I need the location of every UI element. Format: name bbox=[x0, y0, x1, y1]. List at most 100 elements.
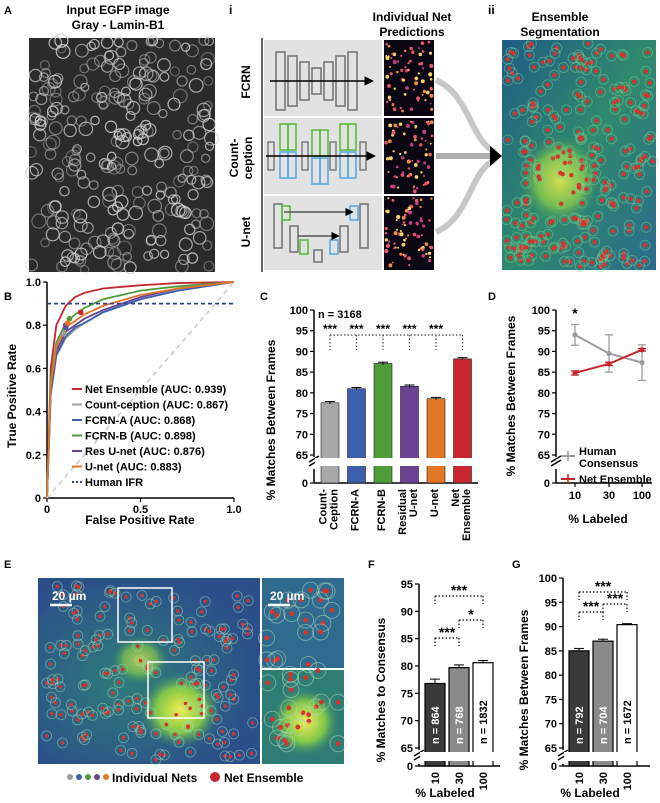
axis-break-mark bbox=[413, 749, 425, 757]
merge-arrow-head bbox=[490, 146, 502, 166]
roc-curve-u-net bbox=[46, 281, 235, 499]
panel-d-ytick-label: 85 bbox=[538, 367, 550, 379]
panel-g-n-label: n = 704 bbox=[598, 706, 610, 744]
panel-g-sig-label: *** bbox=[595, 578, 612, 594]
panel-g-n-label: n = 1672 bbox=[622, 700, 634, 744]
panel-f-bar-chart: 65 70 75 80 85 90 95 0 n = 864 10 n = 768 30 n = 183… bbox=[401, 579, 500, 790]
panel-f-sig-label: * bbox=[468, 606, 474, 622]
panel-f-n-label: n = 1832 bbox=[478, 700, 490, 744]
roc-ylabel: True Positive Rate bbox=[5, 344, 19, 448]
panel-d-ytick-label: 0 bbox=[544, 478, 550, 490]
panel-f-ytick-label: 70 bbox=[401, 716, 413, 728]
panel-g-letter: G bbox=[512, 559, 521, 571]
input-egfp-cells bbox=[25, 33, 219, 275]
panel-c-category-label: Residual bbox=[397, 489, 409, 535]
roc-ytick-label: 0.2 bbox=[26, 450, 41, 462]
roc-legend-label: Net Ensemble (AUC: 0.939) bbox=[85, 384, 227, 396]
panel-d-ylabel: % Matches Between Frames bbox=[504, 315, 518, 476]
panel-c-category-label: Ception bbox=[329, 489, 341, 530]
panel-i: i Individual Net Predictions FCRN Count-… bbox=[227, 3, 502, 272]
panel-d-ytick-label: 90 bbox=[538, 346, 550, 358]
panel-g-ytick-label: 95 bbox=[545, 597, 557, 609]
panel-c-sig-label: *** bbox=[376, 322, 390, 336]
roc-point bbox=[61, 331, 67, 337]
roc-legend-label: Count-ception (AUC: 0.867) bbox=[85, 400, 228, 412]
row-label-count: Count- bbox=[227, 139, 241, 178]
panel-d-point bbox=[639, 347, 645, 353]
panel-d-ytick-label: 80 bbox=[538, 388, 550, 400]
panel-c-ylabel: % Matches Between Frames bbox=[264, 339, 278, 500]
fcrn-prediction-map bbox=[384, 40, 434, 116]
panel-f-ytick-label: 90 bbox=[401, 606, 413, 618]
roc-ytick-label: 1.0 bbox=[26, 277, 41, 289]
panel-c-category-label: U-net bbox=[408, 489, 420, 517]
panel-d-xtick-label: 100 bbox=[633, 490, 651, 502]
panel-f-ytick-label: 65 bbox=[401, 743, 413, 755]
panel-i-numeral: i bbox=[229, 3, 232, 17]
panel-d-ytick-label: 65 bbox=[538, 450, 550, 462]
panel-d-xtick-label: 10 bbox=[569, 490, 581, 502]
axis-break-mark bbox=[550, 459, 562, 467]
panel-c-bar bbox=[400, 385, 419, 484]
panel-a-title-1: Input EGFP image bbox=[66, 3, 169, 17]
panel-c-sig-label: *** bbox=[429, 322, 443, 336]
panel-ii-title-2: Segmentation bbox=[520, 25, 599, 39]
panel-ii: ii Ensemble Segmentation bbox=[488, 3, 659, 273]
panel-f-xtick-label: 10 bbox=[430, 772, 442, 784]
panel-f-ytick-label: 80 bbox=[401, 661, 413, 673]
panel-c-sig-label: *** bbox=[402, 322, 416, 336]
panel-f-letter: F bbox=[368, 559, 375, 571]
input-egfp-image bbox=[29, 38, 215, 272]
panel-d-legend-ensemble: Net Ensemble bbox=[579, 474, 652, 486]
panel-d-point bbox=[639, 360, 645, 366]
roc-curve-net-ensemble bbox=[46, 281, 235, 499]
roc-axes: 0 0.2 0.4 0.6 0.8 1.0 0 0.5 1.0 bbox=[26, 277, 242, 516]
roc-ytick-label: 0 bbox=[35, 493, 41, 505]
panel-c-bar bbox=[347, 388, 366, 484]
panel-f-ytick-label: 75 bbox=[401, 688, 413, 700]
panel-c-note: n = 3168 bbox=[318, 309, 362, 321]
panel-c-ytick-label: 70 bbox=[296, 429, 308, 441]
roc-point bbox=[77, 309, 84, 316]
scale-bar-main-label: 20 µm bbox=[52, 589, 86, 603]
panel-c-ytick-label: 90 bbox=[296, 346, 308, 358]
axis-break-mark bbox=[557, 749, 569, 757]
roc-ytick-label: 0.4 bbox=[26, 407, 42, 419]
legend-net-ensemble: Net Ensemble bbox=[224, 771, 304, 785]
roc-point bbox=[66, 315, 73, 322]
panel-c-ytick-label: 85 bbox=[296, 367, 308, 379]
panel-f-ytick-label: 95 bbox=[401, 579, 413, 591]
panel-g-ytick-label: 85 bbox=[545, 646, 557, 658]
panel-f-ytick-label: 85 bbox=[401, 634, 413, 646]
roc-curves bbox=[46, 281, 235, 499]
panel-d-ytick-label: 100 bbox=[532, 305, 550, 317]
panel-g-xtick-label: 10 bbox=[574, 772, 586, 784]
panel-g-ylabel: % Matches Between Frames bbox=[517, 609, 531, 770]
roc-xtick-label: 1.0 bbox=[226, 504, 241, 516]
row-label-ception: ception bbox=[241, 137, 255, 180]
panel-b-letter: B bbox=[4, 291, 12, 303]
panel-g-xtick-label: 30 bbox=[598, 772, 610, 784]
panel-c-letter: C bbox=[260, 291, 268, 303]
panel-c-category-label: U-net bbox=[429, 489, 441, 517]
panel-c-sig-label: *** bbox=[349, 322, 363, 336]
panel-c-category-label: FCRN-B bbox=[376, 489, 388, 531]
panel-g-sig-label: *** bbox=[607, 590, 624, 606]
panel-ii-title-1: Ensemble bbox=[532, 10, 589, 24]
scale-bar-inset-label: 20 µm bbox=[270, 589, 304, 603]
panel-g-bar bbox=[592, 640, 614, 767]
panel-d-point bbox=[572, 332, 578, 338]
panel-g-sig-label: *** bbox=[583, 598, 600, 614]
roc-legend-label: FCRN-A (AUC: 0.868) bbox=[85, 415, 196, 427]
example-cells bbox=[41, 580, 347, 766]
panel-c-sig-label: *** bbox=[323, 322, 337, 336]
panel-f: F % Matches to Consensus % Labeled 65 70 7… bbox=[368, 559, 500, 800]
roc-xlabel: False Positive Rate bbox=[85, 513, 195, 527]
panel-d-point bbox=[606, 361, 612, 367]
panel-g-ytick-label: 0 bbox=[551, 761, 557, 773]
panel-g-ytick-label: 90 bbox=[545, 622, 557, 634]
panel-c-ytick-label: 95 bbox=[296, 326, 308, 338]
panel-d-legend-human: Human bbox=[579, 446, 617, 458]
panel-d-xtick-label: 30 bbox=[603, 490, 615, 502]
